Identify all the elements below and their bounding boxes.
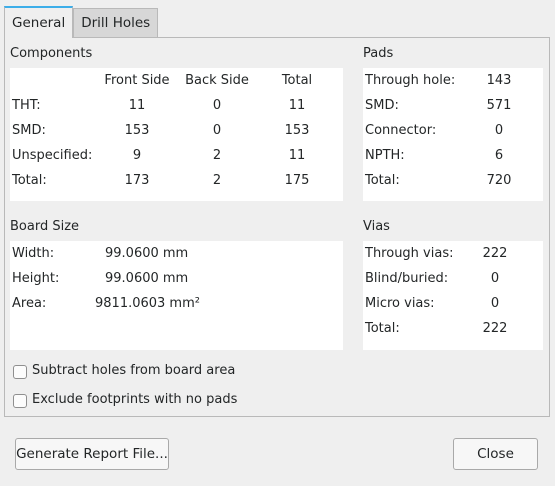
row-label: Through hole: [365,73,456,88]
table-row: Through vias: 222 [363,241,543,266]
tab-bar: General Drill Holes [4,6,159,38]
tab-general[interactable]: General [4,6,74,38]
header-total: Total [281,73,313,88]
row-label: THT: [12,98,41,113]
row-value: 99.0600 mm [105,271,189,286]
back-value: 2 [212,173,222,188]
row-label: Width: [12,246,55,261]
header-front-side: Front Side [104,73,170,88]
generate-report-button[interactable]: Generate Report File... [15,438,169,470]
table-row: Micro vias: 0 [363,291,543,316]
front-value: 9 [132,148,142,163]
board-size-title: Board Size [10,219,80,234]
table-row: Through hole: 143 [363,68,543,93]
exclude-footprints-checkbox[interactable] [13,394,27,408]
row-label: Area: [12,296,47,311]
front-value: 153 [124,123,150,138]
table-row: Blind/buried: 0 [363,266,543,291]
row-value: 720 [486,173,512,188]
row-label: NPTH: [365,148,405,163]
table-row: Area: 9811.0603 mm² [10,291,343,316]
exclude-footprints-label[interactable]: Exclude footprints with no pads [32,392,238,407]
row-value: 0 [490,271,500,286]
total-value: 11 [288,148,306,163]
row-label: Height: [12,271,60,286]
row-label: Total: [12,173,47,188]
header-back-side: Back Side [185,73,249,88]
row-label: Blind/buried: [365,271,449,286]
table-row: Unspecified: 9 2 11 [10,143,343,168]
row-value: 143 [486,73,512,88]
general-panel: Components Front Side Back Side Total TH… [4,37,550,417]
row-value: 0 [490,296,500,311]
total-value: 175 [284,173,310,188]
vias-title: Vias [363,219,390,234]
row-label: SMD: [365,98,399,113]
row-value: 222 [482,321,508,336]
row-value: 6 [494,148,504,163]
row-label: Through vias: [365,246,454,261]
front-value: 173 [124,173,150,188]
tab-drill-holes[interactable]: Drill Holes [73,8,159,37]
table-row: Total: 173 2 175 [10,168,343,193]
components-grid: Front Side Back Side Total THT: 11 0 11 … [10,68,343,201]
row-value: 571 [486,98,512,113]
table-row: Width: 99.0600 mm [10,241,343,266]
pads-title: Pads [363,46,394,61]
total-value: 153 [284,123,310,138]
table-row: THT: 11 0 11 [10,93,343,118]
board-size-grid: Width: 99.0600 mm Height: 99.0600 mm Are… [10,241,343,350]
close-button[interactable]: Close [453,438,538,470]
row-label: SMD: [12,123,46,138]
table-row: Total: 222 [363,316,543,341]
table-row: Height: 99.0600 mm [10,266,343,291]
back-value: 0 [212,123,222,138]
back-value: 0 [212,98,222,113]
row-label: Total: [365,173,400,188]
back-value: 2 [212,148,222,163]
subtract-holes-checkbox[interactable] [13,365,27,379]
table-row: SMD: 153 0 153 [10,118,343,143]
table-row: Total: 720 [363,168,543,193]
total-value: 11 [288,98,306,113]
table-row: Connector: 0 [363,118,543,143]
vias-grid: Through vias: 222 Blind/buried: 0 Micro … [363,241,543,350]
row-label: Micro vias: [365,296,435,311]
row-label: Connector: [365,123,437,138]
row-value: 9811.0603 mm² [95,296,200,311]
table-row: SMD: 571 [363,93,543,118]
subtract-holes-label[interactable]: Subtract holes from board area [32,363,236,378]
components-title: Components [10,46,93,61]
row-label: Unspecified: [12,148,93,163]
pads-grid: Through hole: 143 SMD: 571 Connector: 0 … [363,68,543,201]
front-value: 11 [128,98,146,113]
table-row: NPTH: 6 [363,143,543,168]
row-value: 0 [494,123,504,138]
components-header-row: Front Side Back Side Total [10,68,343,93]
row-value: 99.0600 mm [105,246,189,261]
row-value: 222 [482,246,508,261]
row-label: Total: [365,321,400,336]
